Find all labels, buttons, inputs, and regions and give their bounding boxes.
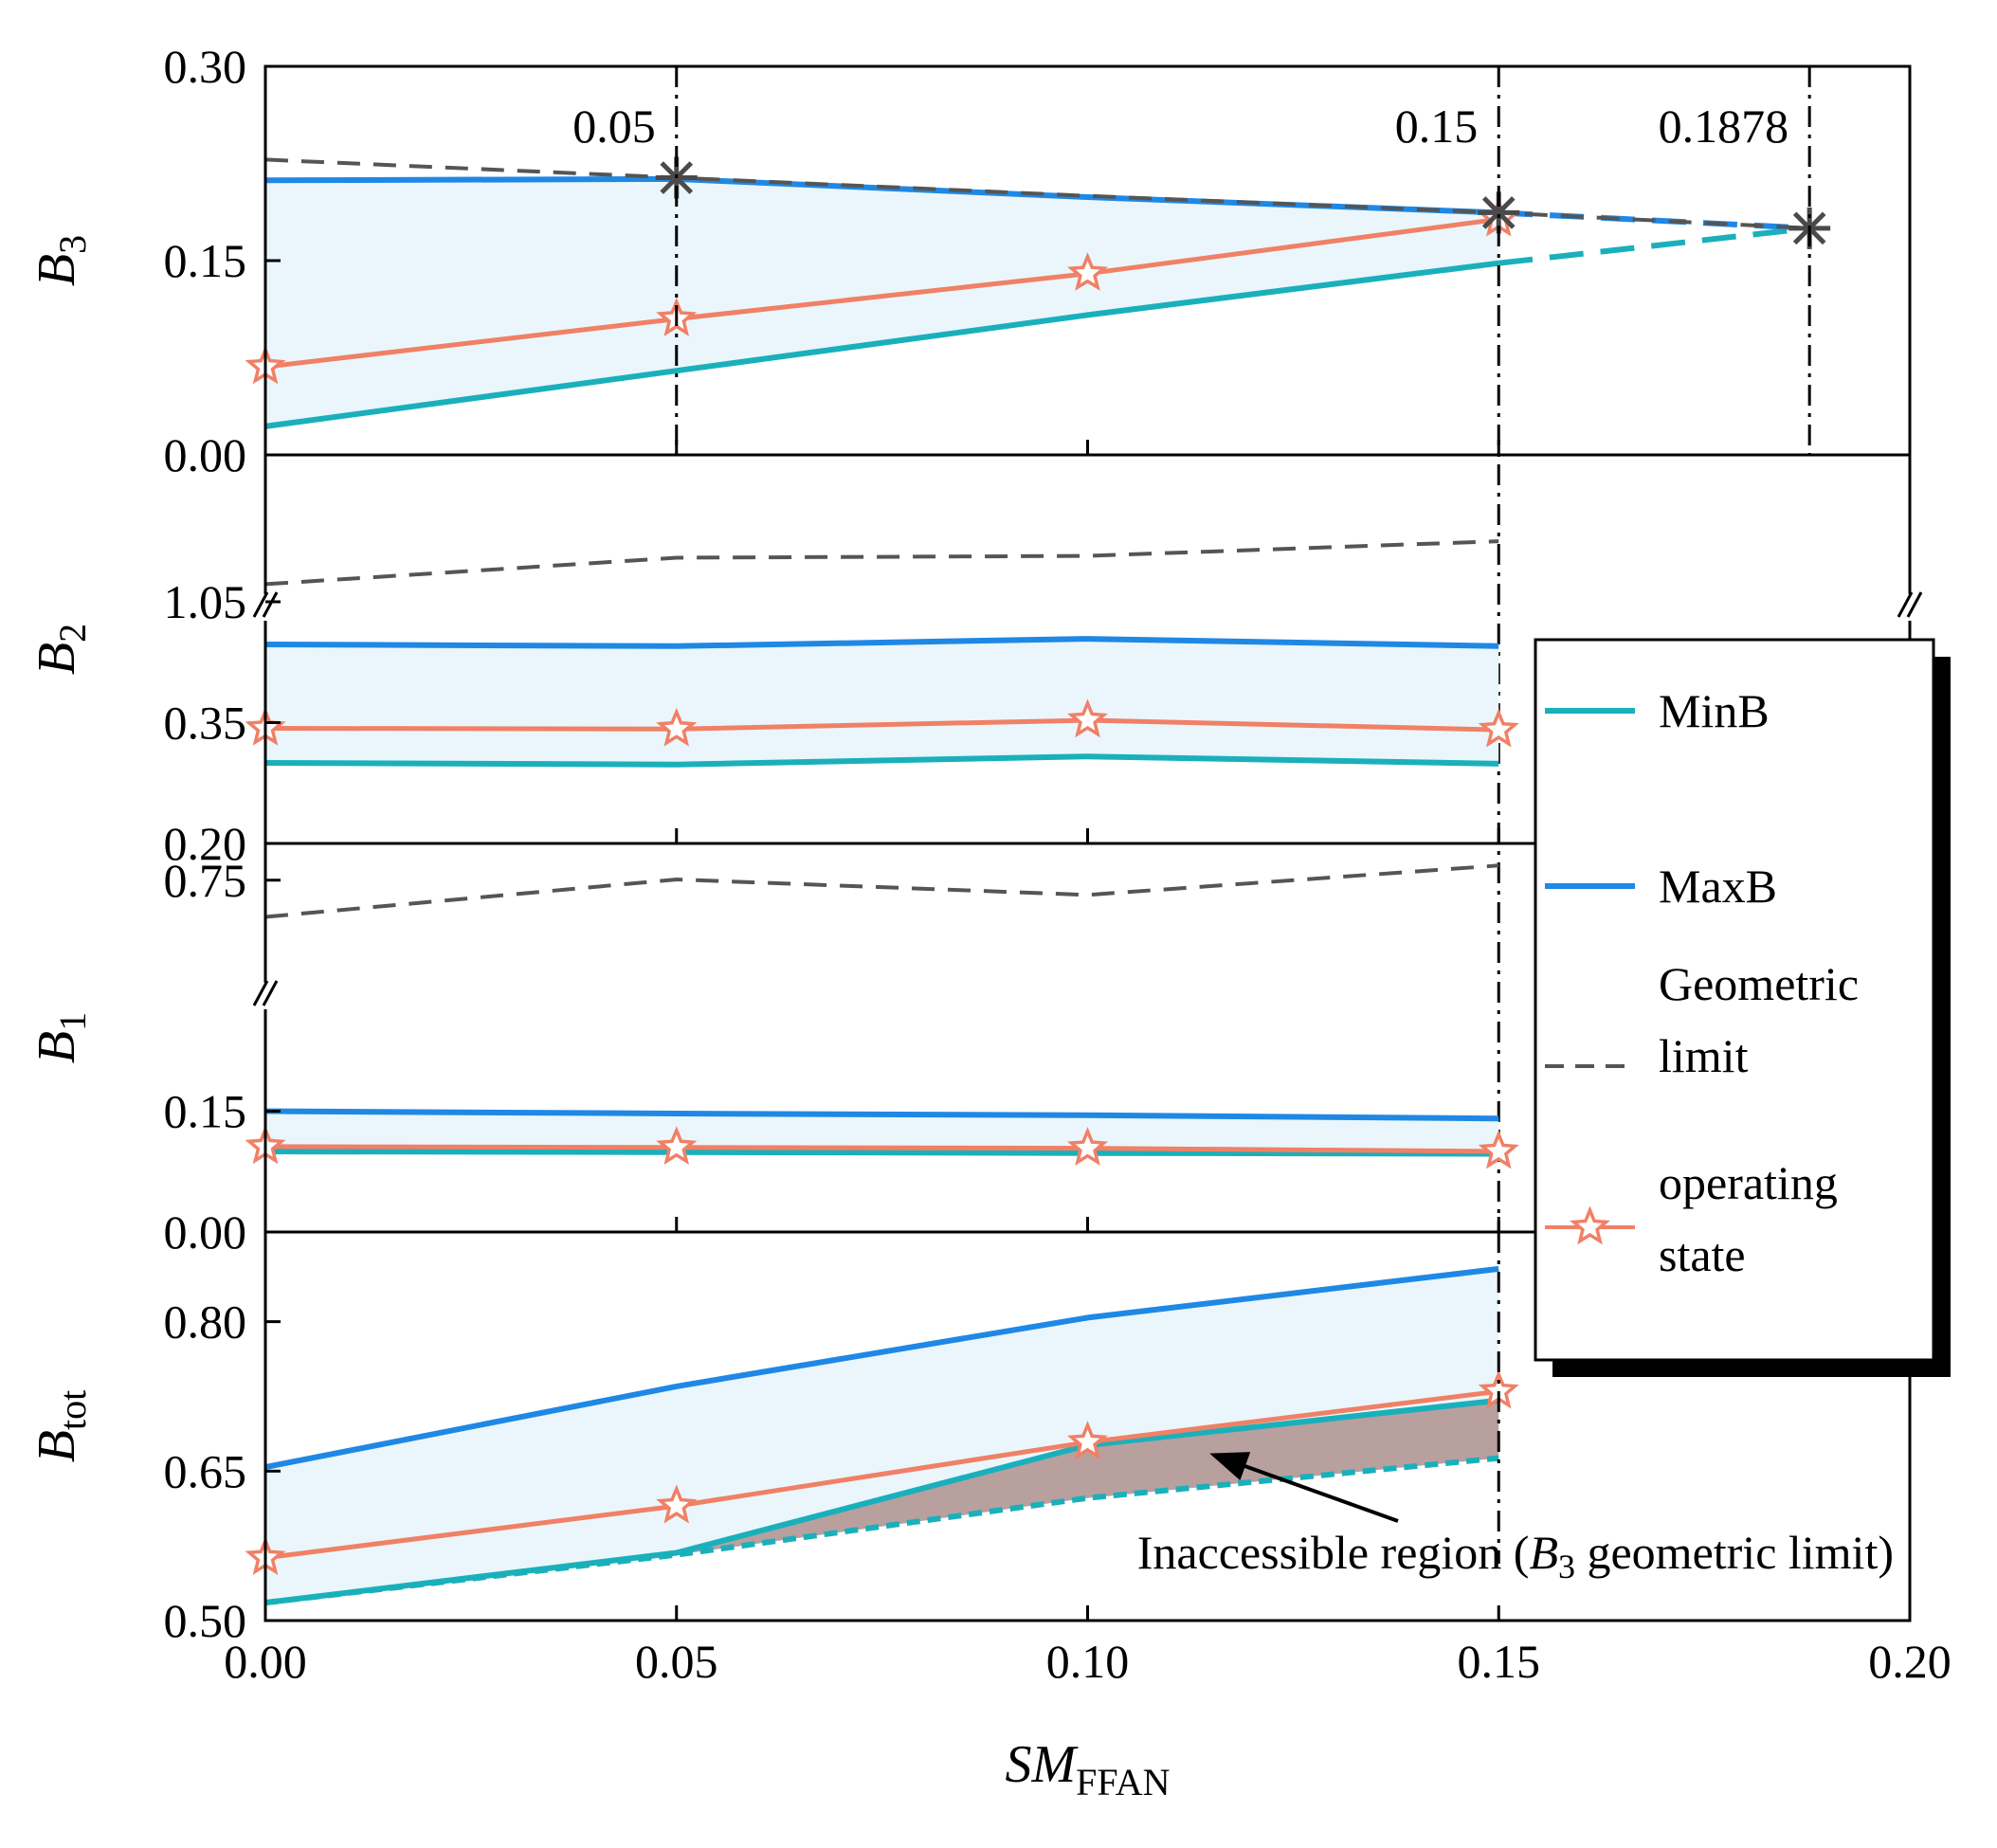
- legend-box: [1534, 638, 1935, 1362]
- x-tick-label: 0.00: [224, 1635, 307, 1688]
- b2-ytick-label: 0.35: [164, 697, 247, 750]
- b1-ytick-label: 0.75: [164, 854, 247, 907]
- b3-ytick-label: 0.00: [164, 428, 247, 481]
- b2-axis-break-right: [1897, 591, 1914, 618]
- legend-swatch-star-op: [1570, 1205, 1610, 1245]
- btot-ytick-label: 0.80: [164, 1295, 247, 1349]
- b3-ytick-label: 0.15: [164, 234, 247, 287]
- b3-ylabel: B3: [27, 235, 94, 286]
- b3-operating-line: [264, 216, 1499, 370]
- legend-label-geom: Geometric: [1659, 957, 1859, 1010]
- b3-operating-point: [1066, 252, 1109, 291]
- btot-minb-line: [264, 1397, 1499, 1606]
- b1-maxb-line: [264, 1108, 1499, 1122]
- b3-vline-label-1: 0.15: [1395, 100, 1479, 153]
- b2-axis-break-left: [262, 591, 279, 618]
- b1-axis-break-left: [262, 980, 279, 1006]
- x-tick-label: 0.10: [1046, 1635, 1130, 1688]
- btot-annotation-arrow: [1209, 1452, 1399, 1523]
- b2-ytick-label: 0.20: [164, 817, 247, 870]
- b1-operating-point: [1067, 1126, 1108, 1166]
- x-tick-label: 0.15: [1458, 1635, 1541, 1688]
- x-tick-label: 0.20: [1868, 1635, 1952, 1688]
- b2-geometric-limit-line: [264, 539, 1499, 587]
- legend-label-maxb: MaxB: [1659, 860, 1777, 913]
- b3-ytick-label: 0.30: [164, 40, 247, 93]
- b2-operating-line: [264, 717, 1499, 733]
- btot-ytick-label: 0.65: [164, 1444, 247, 1497]
- b1-ytick-label: 0.00: [164, 1205, 247, 1259]
- b2-minb-line: [264, 753, 1499, 768]
- b1-operating-point: [656, 1126, 698, 1166]
- btot-operating-point: [656, 1484, 698, 1524]
- b2-ylabel: B2: [27, 624, 94, 675]
- b2-ytick-label: 1.05: [164, 575, 247, 628]
- b3-limit-marker-stroke: [1481, 196, 1516, 229]
- b1-geometric-limit-line: [264, 863, 1499, 919]
- b2-operating-point: [1066, 698, 1109, 738]
- b1-feasible-band: [265, 1111, 1499, 1154]
- legend-label-op: state: [1659, 1228, 1746, 1281]
- btot-operating-line: [264, 1388, 1499, 1561]
- b1-minb-line: [264, 1149, 1499, 1157]
- b1-operating-point: [1478, 1130, 1519, 1169]
- b3-geometric-limit-line: [264, 157, 1810, 230]
- legend-label-op: operating: [1659, 1156, 1838, 1209]
- b2-axis-break-right: [1906, 591, 1923, 618]
- b3-feasible-band: [265, 178, 1499, 426]
- legend-label-minb: MinB: [1659, 684, 1770, 737]
- btot-ylabel: Btot: [27, 1390, 94, 1462]
- b1-ytick-label: 0.15: [164, 1085, 247, 1138]
- b1-ylabel: B1: [27, 1012, 94, 1063]
- x-tick-label: 0.05: [635, 1635, 718, 1688]
- b2-axis-break-left: [252, 591, 269, 618]
- x-axis-title: SMFFAN: [1006, 1735, 1171, 1803]
- b1-operating-line: [264, 1144, 1499, 1154]
- legend-label-geom: limit: [1659, 1029, 1749, 1082]
- b3-minb-line: [264, 260, 1499, 429]
- b3-vline-label-0: 0.05: [572, 100, 656, 153]
- btot-maxb-line: [264, 1265, 1499, 1471]
- btot-annotation: Inaccessible region (B3 geometric limit): [1137, 1526, 1894, 1585]
- b2-feasible-band: [265, 639, 1499, 765]
- b2-maxb-line: [264, 636, 1499, 649]
- btot-ytick-label: 0.50: [164, 1594, 247, 1647]
- b3-vline-label-2: 0.1878: [1659, 100, 1789, 153]
- btot-operating-point: [1067, 1421, 1108, 1460]
- b2-operating-point: [1478, 708, 1519, 748]
- b3-minb-extension: [1498, 225, 1810, 266]
- b2-operating-point: [656, 707, 698, 747]
- b1-axis-break-left: [252, 980, 269, 1006]
